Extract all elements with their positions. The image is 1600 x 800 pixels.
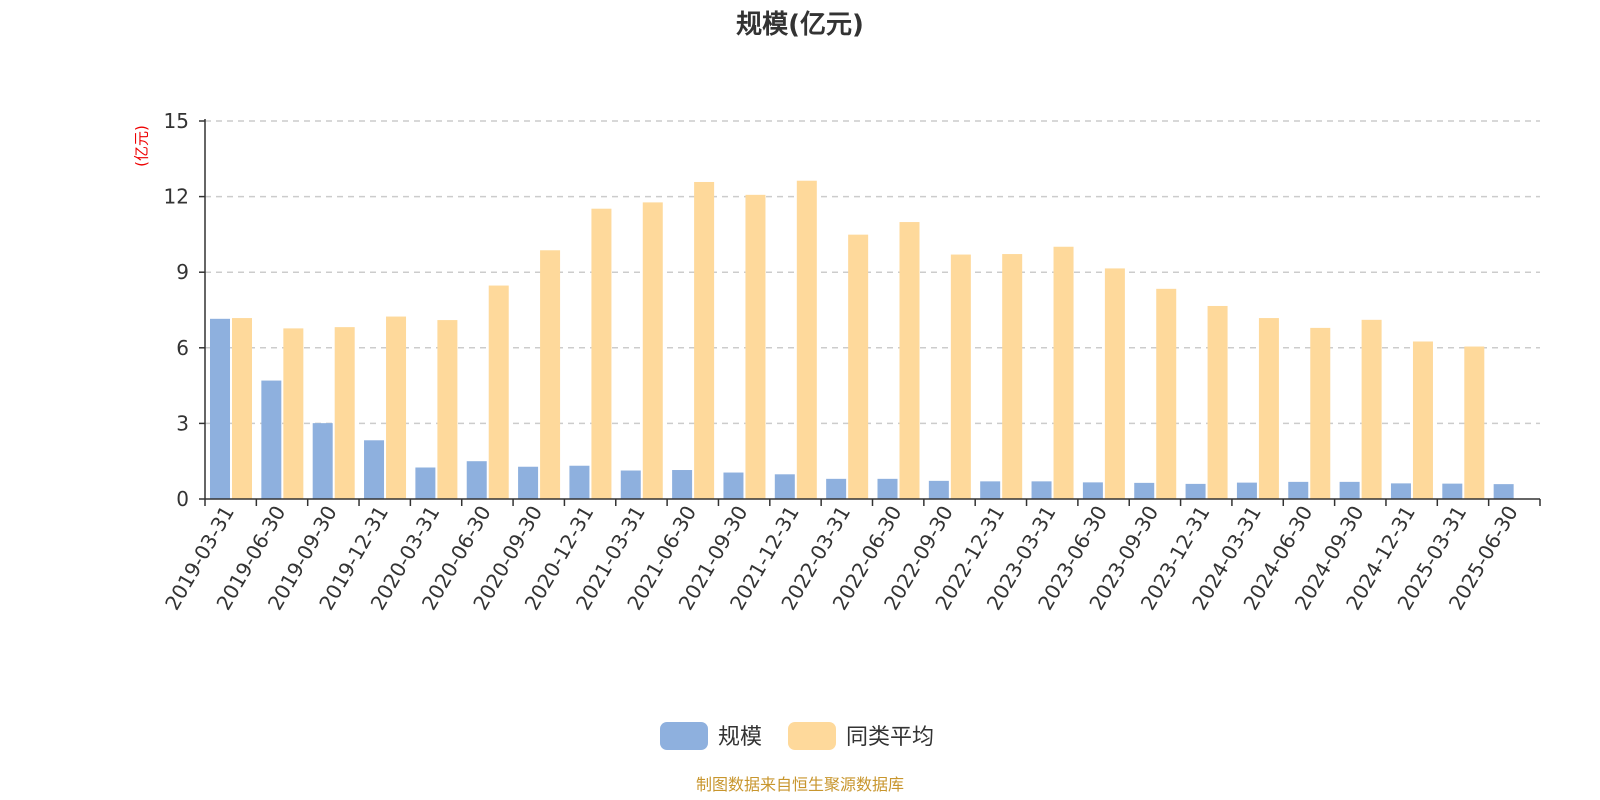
bar-peer-average[interactable]	[488, 285, 509, 499]
bar-peer-average[interactable]	[1464, 346, 1485, 499]
y-tick-label: 0	[176, 487, 189, 511]
bar-peer-average[interactable]	[1258, 318, 1279, 499]
chart-title: 规模(亿元)	[736, 10, 864, 40]
bar-peer-average[interactable]	[1310, 327, 1331, 499]
bar-scale[interactable]	[1390, 483, 1411, 499]
bar-peer-average[interactable]	[796, 180, 817, 499]
bar-scale[interactable]	[312, 423, 333, 499]
bar-scale[interactable]	[774, 474, 795, 499]
bar-peer-average[interactable]	[745, 194, 766, 499]
legend-swatch	[788, 722, 836, 750]
bar-peer-average[interactable]	[642, 202, 663, 499]
bar-scale[interactable]	[1185, 483, 1206, 499]
y-tick-label: 9	[176, 260, 189, 284]
bar-scale[interactable]	[928, 480, 949, 499]
bars	[210, 180, 1514, 500]
bar-scale[interactable]	[518, 466, 539, 499]
bar-scale[interactable]	[466, 461, 487, 499]
bar-scale[interactable]	[1134, 482, 1155, 499]
bar-peer-average[interactable]	[334, 327, 355, 499]
bar-scale[interactable]	[1493, 484, 1514, 499]
bar-peer-average[interactable]	[1361, 319, 1382, 499]
bar-peer-average[interactable]	[1412, 341, 1433, 500]
source-note: 制图数据来自恒生聚源数据库	[696, 775, 904, 794]
y-tick-label: 6	[176, 336, 189, 360]
legend: 规模 同类平均	[660, 722, 934, 750]
bar-scale[interactable]	[672, 470, 693, 499]
bar-peer-average[interactable]	[899, 222, 920, 499]
x-tick-labels: 2019-03-312019-06-302019-09-302019-12-31…	[160, 502, 1523, 615]
y-tick-label: 3	[176, 411, 189, 435]
legend-swatch	[660, 722, 708, 750]
bar-peer-average[interactable]	[1053, 246, 1074, 499]
bar-scale[interactable]	[877, 478, 898, 499]
legend-label: 规模	[718, 725, 762, 750]
bar-scale[interactable]	[723, 472, 744, 499]
bar-scale[interactable]	[620, 470, 641, 499]
bar-peer-average[interactable]	[283, 328, 304, 499]
bar-peer-average[interactable]	[1156, 288, 1177, 499]
bar-scale[interactable]	[364, 440, 385, 499]
bar-peer-average[interactable]	[386, 316, 407, 499]
legend-label: 同类平均	[846, 725, 934, 750]
bar-scale[interactable]	[415, 467, 436, 500]
bar-peer-average[interactable]	[848, 234, 869, 500]
bar-peer-average[interactable]	[437, 320, 458, 499]
bar-scale[interactable]	[826, 478, 847, 499]
bar-scale[interactable]	[1082, 482, 1103, 499]
bar-peer-average[interactable]	[694, 181, 715, 499]
bar-peer-average[interactable]	[1002, 254, 1023, 499]
bar-peer-average[interactable]	[1104, 268, 1125, 499]
legend-item-0[interactable]: 规模	[660, 722, 762, 750]
bar-scale[interactable]	[1442, 483, 1463, 499]
bar-peer-average[interactable]	[232, 318, 252, 499]
y-tick-label: 12	[164, 185, 189, 209]
axes	[199, 119, 1541, 506]
y-tick-labels: 0 3 6 9 12 15	[164, 109, 189, 511]
bar-peer-average[interactable]	[540, 250, 561, 499]
bar-scale[interactable]	[210, 318, 230, 499]
bar-scale[interactable]	[1339, 481, 1360, 499]
bar-scale[interactable]	[1031, 481, 1052, 499]
bar-scale[interactable]	[1288, 481, 1309, 499]
bar-peer-average[interactable]	[950, 254, 971, 499]
bar-peer-average[interactable]	[591, 208, 612, 500]
bar-scale[interactable]	[261, 380, 282, 499]
bar-scale[interactable]	[980, 481, 1001, 499]
bar-peer-average[interactable]	[1207, 305, 1228, 499]
bar-scale[interactable]	[1236, 482, 1257, 499]
bar-scale[interactable]	[569, 465, 590, 499]
legend-item-1[interactable]: 同类平均	[788, 722, 934, 750]
y-axis-unit: (亿元)	[133, 125, 151, 167]
y-tick-label: 15	[164, 109, 189, 133]
